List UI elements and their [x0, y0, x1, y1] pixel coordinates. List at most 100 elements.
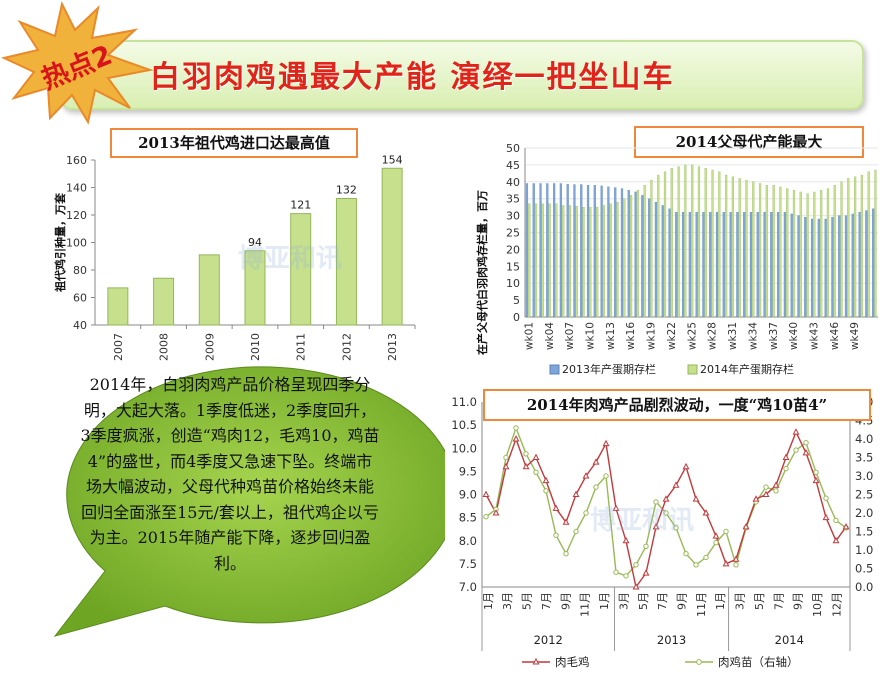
chart3-point-broiler	[662, 495, 670, 502]
chart2-bar-2014	[799, 191, 802, 318]
chart2-bar-2014	[562, 205, 565, 318]
chart2-bar-2013	[831, 217, 834, 318]
chart2-x-tick-label: wk37	[768, 322, 780, 350]
chart3-x-tick-label: 9月	[675, 592, 688, 610]
chart2-bar-2013	[688, 212, 691, 318]
chart2-bar-2013	[770, 212, 773, 318]
chart2-bar-2013	[546, 183, 549, 318]
chart2-bar-2013	[824, 218, 827, 318]
chart3-point-broiler	[842, 523, 850, 530]
chart2-bar-2014	[792, 190, 796, 318]
chart2-bar-2013	[783, 212, 787, 318]
chart2-bar-chart: 0 5 10 15 20 25 30 35 40 45 50 wk01 wk04 wk07 wk10 wk13…	[475, 142, 878, 376]
chart2-bar-2014	[833, 185, 836, 318]
chart3-legend-label: 肉鸡苗（右轴）	[718, 655, 799, 669]
chart3-point-broiler	[522, 462, 530, 470]
chart2-x-tick-label: wk04	[544, 322, 556, 350]
chart3-year-label: 2013	[657, 633, 686, 647]
chart2-bar-2013	[797, 215, 800, 318]
chart2-y-tick-label: 40	[506, 176, 520, 189]
chart1-x-tick-label: 2009	[203, 333, 216, 361]
chart2-bar-2014	[677, 166, 680, 318]
chart3-x-tick-label: 5月	[637, 592, 650, 610]
chart2-x-tick-label: wk16	[625, 322, 637, 350]
chart3-point-broiler	[572, 490, 580, 497]
chart2-bar-2013	[539, 183, 542, 318]
chart3-point-broiler	[782, 453, 790, 460]
header-banner	[60, 40, 864, 110]
chart2-x-tick-label: wk01	[523, 322, 535, 350]
chart2-bar-2013	[865, 210, 868, 318]
chart3-point-broiler	[752, 495, 760, 502]
chart2-legend-swatch-2013	[549, 364, 560, 375]
chart2-bar-2013	[702, 212, 705, 318]
chart1-bar	[107, 287, 129, 326]
chart2-title: 2014父母代产能最大	[634, 126, 864, 158]
chart3-point-chick	[823, 495, 829, 501]
chart2-bar-2014	[738, 178, 741, 318]
chart3-y-tick-label-left: 8.5	[459, 511, 477, 525]
chart3-point-broiler	[792, 428, 800, 435]
chart1-y-tick-label: 160	[66, 154, 87, 167]
chart2-bar-2013	[749, 212, 753, 318]
chart2-bar-2014	[711, 169, 714, 318]
chart3-y-tick-label-right: 3.5	[855, 451, 873, 465]
chart2-bar-2014	[670, 168, 673, 318]
chart2-bar-2013	[525, 183, 529, 318]
chart3-point-broiler	[512, 435, 520, 442]
chart1-bar-chart: 40 60 80 100 120 140 160 2007 2008 2009 94 2010 121 2…	[53, 153, 416, 361]
chart2-x-tick-label: wk40	[788, 322, 800, 350]
chart2-bar-2014	[840, 181, 843, 318]
chart2-bar-2014	[765, 185, 768, 318]
chart3-point-broiler	[582, 472, 590, 479]
chart2-bar-2014	[663, 171, 667, 318]
chart2-bar-2014	[602, 205, 606, 318]
chart3-point-broiler	[682, 462, 690, 470]
chart2-x-tick-label: wk19	[646, 322, 658, 350]
chart2-bar-2014	[697, 166, 701, 318]
chart3-point-chick	[643, 543, 649, 550]
chart2-bar-2013	[817, 218, 820, 318]
chart3-point-broiler	[612, 504, 620, 511]
chart2-y-tick-label: 30	[506, 210, 520, 223]
chart3-point-chick	[683, 551, 689, 557]
chart3-y-tick-label-right: 0.5	[855, 562, 873, 576]
chart2-bar-2013	[790, 213, 793, 318]
chart3-point-broiler	[812, 476, 820, 484]
chart2-legend-swatch-2014	[687, 364, 698, 375]
chart2-bar-2013	[715, 212, 719, 318]
chart3-point-chick	[523, 451, 529, 457]
chart2-bar-2013	[763, 212, 766, 318]
chart2-bar-2014	[616, 201, 619, 318]
chart1-y-tick-label: 60	[73, 292, 87, 305]
chart2-bar-2013	[634, 191, 637, 318]
chart2-bar-2014	[650, 179, 653, 318]
chart3-point-broiler	[652, 523, 660, 530]
chart3-point-chick	[573, 528, 579, 535]
chart3-legend-marker-broiler	[532, 657, 540, 665]
chart2-legend-label: 2013年产蛋期存栏	[562, 362, 656, 376]
chart3-point-broiler	[702, 509, 710, 516]
chart2-y-tick-label: 35	[506, 193, 520, 206]
chart3-point-chick	[543, 488, 549, 494]
chart1-bar	[244, 250, 266, 326]
chart3-year-label: 2014	[775, 633, 804, 647]
chart2-bar-2013	[756, 212, 759, 318]
chart3-point-broiler	[762, 490, 770, 497]
chart3-point-chick	[623, 573, 629, 579]
watermark-logo: 博亚和讯	[238, 244, 343, 274]
chart3-point-chick	[803, 440, 809, 446]
chart1-bar	[381, 167, 403, 326]
chart2-x-tick-label: wk25	[686, 322, 698, 350]
chart2-bar-2013	[654, 201, 658, 318]
chart1-data-label: 132	[336, 184, 357, 197]
chart2-bar-2014	[684, 164, 687, 318]
chart3-point-chick	[483, 514, 489, 520]
chart2-bar-2014	[643, 185, 646, 318]
chart2-y-tick-label: 50	[506, 142, 520, 155]
chart2-bar-2014	[874, 169, 877, 318]
chart3-y-tick-label-left: 11.0	[451, 395, 477, 409]
chart3-y-tick-label-left: 8.0	[459, 534, 477, 548]
chart3-point-broiler	[632, 583, 640, 590]
chart2-bar-2014	[582, 207, 585, 318]
